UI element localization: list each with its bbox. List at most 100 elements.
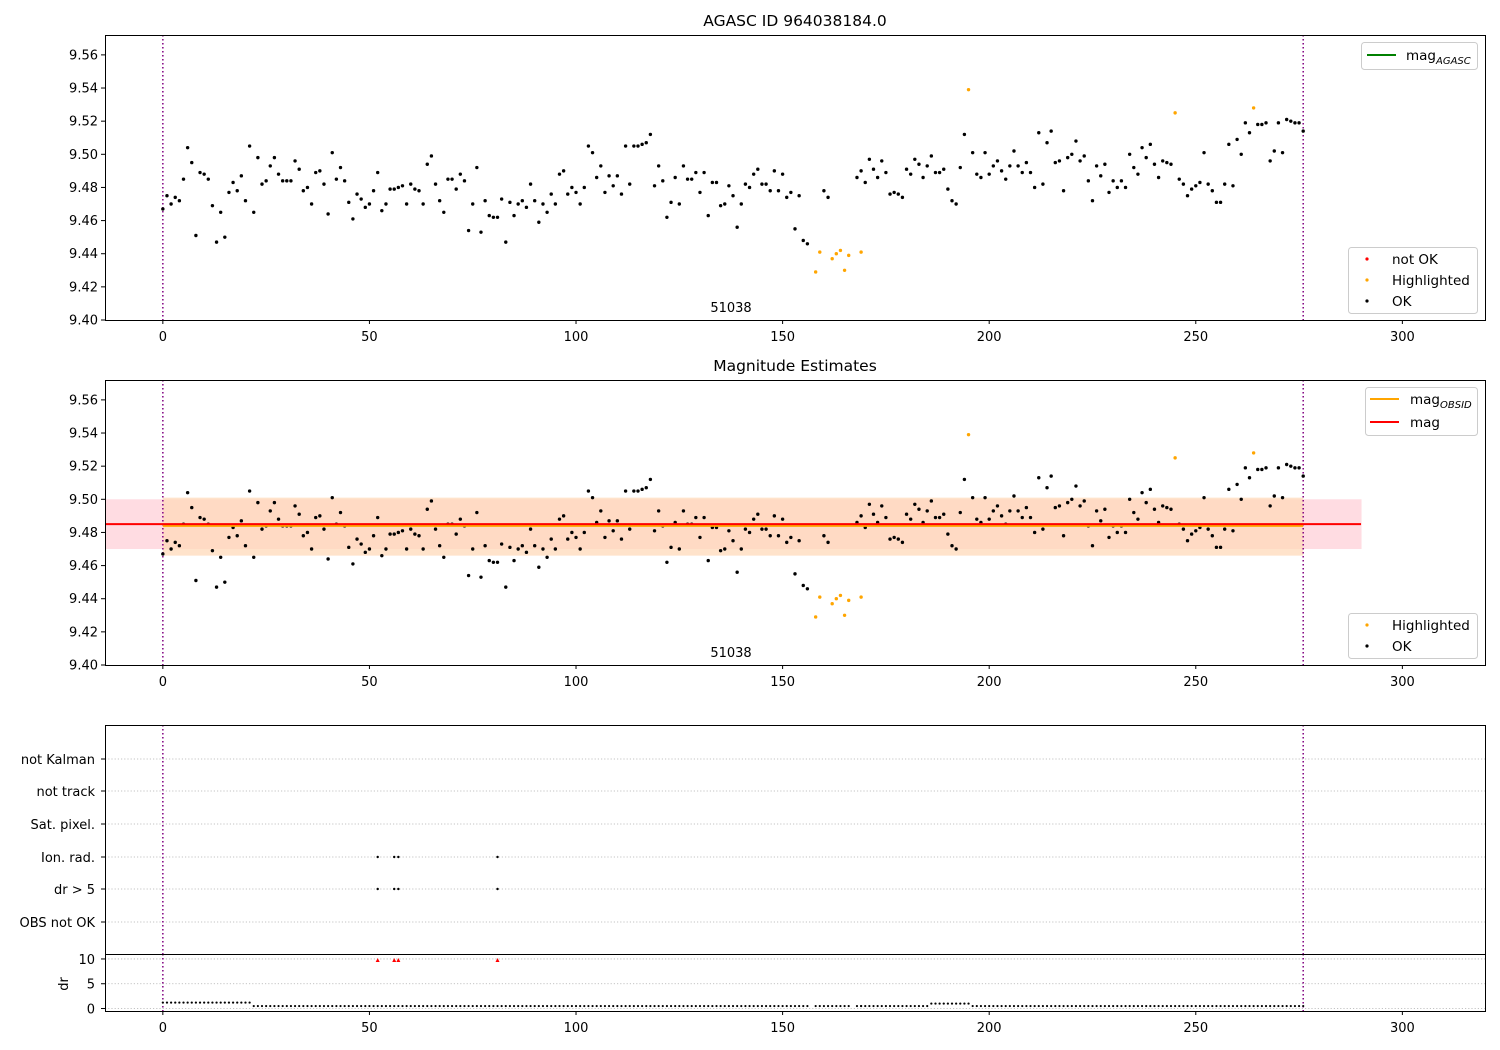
dr-point: [496, 1004, 499, 1008]
dr-point: [946, 1002, 949, 1005]
ok-point: [326, 212, 330, 216]
ok-point: [185, 145, 190, 150]
ok-point: [991, 164, 996, 168]
dr-point: [599, 1004, 602, 1008]
dr-point: [174, 1001, 177, 1004]
ok-point: [942, 167, 946, 171]
ok-point: [768, 534, 772, 538]
dr-point: [847, 1004, 850, 1008]
ok-point: [995, 159, 1000, 163]
ok-point: [1256, 122, 1260, 127]
dr-tick-label: 10: [78, 953, 95, 968]
panel-agasc-obsid-label: 51038: [710, 301, 751, 316]
ok-point: [756, 167, 760, 171]
ok-point: [1103, 507, 1107, 511]
ok-point: [1218, 545, 1223, 550]
dr-point: [752, 1004, 755, 1008]
dr-point: [1157, 1004, 1160, 1008]
ok-point: [553, 547, 558, 551]
dr-point: [1021, 1004, 1024, 1008]
x-tick-label: 300: [1390, 330, 1415, 345]
dr-point: [996, 1004, 999, 1008]
dr-point: [1124, 1004, 1127, 1008]
dr-point: [979, 1004, 983, 1008]
ok-point: [181, 177, 186, 181]
ok-point: [1065, 155, 1070, 160]
ok-point: [1260, 122, 1264, 127]
ok-point: [223, 580, 227, 584]
ok-point: [516, 547, 520, 551]
ok-point: [161, 207, 165, 211]
ok-point: [487, 213, 491, 218]
ok-point: [917, 162, 921, 166]
ok-point: [1136, 517, 1140, 521]
ok-point: [1074, 139, 1078, 143]
flag-point: [397, 887, 400, 891]
ok-point: [706, 558, 710, 563]
y-tick-label: 9.42: [69, 625, 98, 640]
ok-point: [1194, 529, 1198, 533]
dr-point: [1140, 1004, 1144, 1008]
dr-point: [955, 1002, 958, 1005]
ok-point: [863, 180, 867, 185]
ok-point: [421, 547, 425, 551]
dr-points: [161, 957, 1305, 1008]
dr-point: [384, 1004, 388, 1008]
ok-point: [400, 529, 405, 533]
highlighted-point: [838, 248, 843, 253]
dr-point: [1128, 1004, 1131, 1008]
dr-point: [884, 1004, 887, 1008]
ok-point: [289, 179, 293, 183]
dr-point: [302, 1004, 305, 1008]
dr-point: [545, 1004, 549, 1008]
ok-point: [801, 238, 805, 243]
ok-point: [987, 172, 991, 176]
ok-point: [1020, 170, 1024, 175]
ok-point: [946, 187, 950, 191]
ok-point: [652, 184, 657, 188]
ok-point: [1049, 474, 1053, 478]
ok-point: [1082, 154, 1086, 158]
ok-point: [900, 540, 905, 545]
dr-point: [694, 1004, 697, 1008]
ok-point: [1136, 172, 1140, 176]
ok-point: [380, 208, 384, 213]
ok-point: [1231, 529, 1235, 533]
dr-point: [227, 1001, 231, 1004]
ok-point: [1165, 160, 1169, 165]
ok-point: [822, 189, 826, 193]
dr-point: [178, 1001, 181, 1004]
ok-point: [1210, 189, 1215, 193]
ok-point: [805, 587, 810, 591]
ok-point: [975, 172, 979, 176]
ok-point: [1099, 174, 1103, 178]
ok-point: [404, 547, 409, 551]
ok-point: [785, 195, 789, 200]
ok-point: [330, 150, 334, 155]
dr-point: [165, 1001, 169, 1004]
ok-point: [1189, 532, 1194, 536]
dr-point: [260, 1004, 264, 1008]
ok-point: [698, 190, 702, 195]
ok-point: [652, 529, 657, 533]
ok-point: [268, 164, 272, 168]
dr-point: [1050, 1004, 1053, 1008]
flag-row-label: Sat. pixel.: [31, 818, 95, 833]
flag-point: [496, 855, 499, 859]
ok-point: [1090, 543, 1095, 548]
dr-point: [1231, 1004, 1235, 1008]
dr-point: [186, 1001, 189, 1004]
ok-point: [190, 160, 194, 165]
dr-point: [182, 1001, 185, 1004]
dr-point: [756, 1004, 759, 1008]
dr-point: [839, 1004, 842, 1008]
ok-point: [1297, 466, 1301, 470]
ok-point: [442, 555, 446, 559]
dr-point: [1293, 1004, 1297, 1008]
ok-point: [520, 198, 525, 203]
ok-point: [305, 185, 310, 190]
ok-point: [413, 532, 417, 536]
ok-point: [1074, 484, 1078, 488]
ok-point: [173, 195, 177, 200]
dr-point: [1190, 1004, 1193, 1008]
